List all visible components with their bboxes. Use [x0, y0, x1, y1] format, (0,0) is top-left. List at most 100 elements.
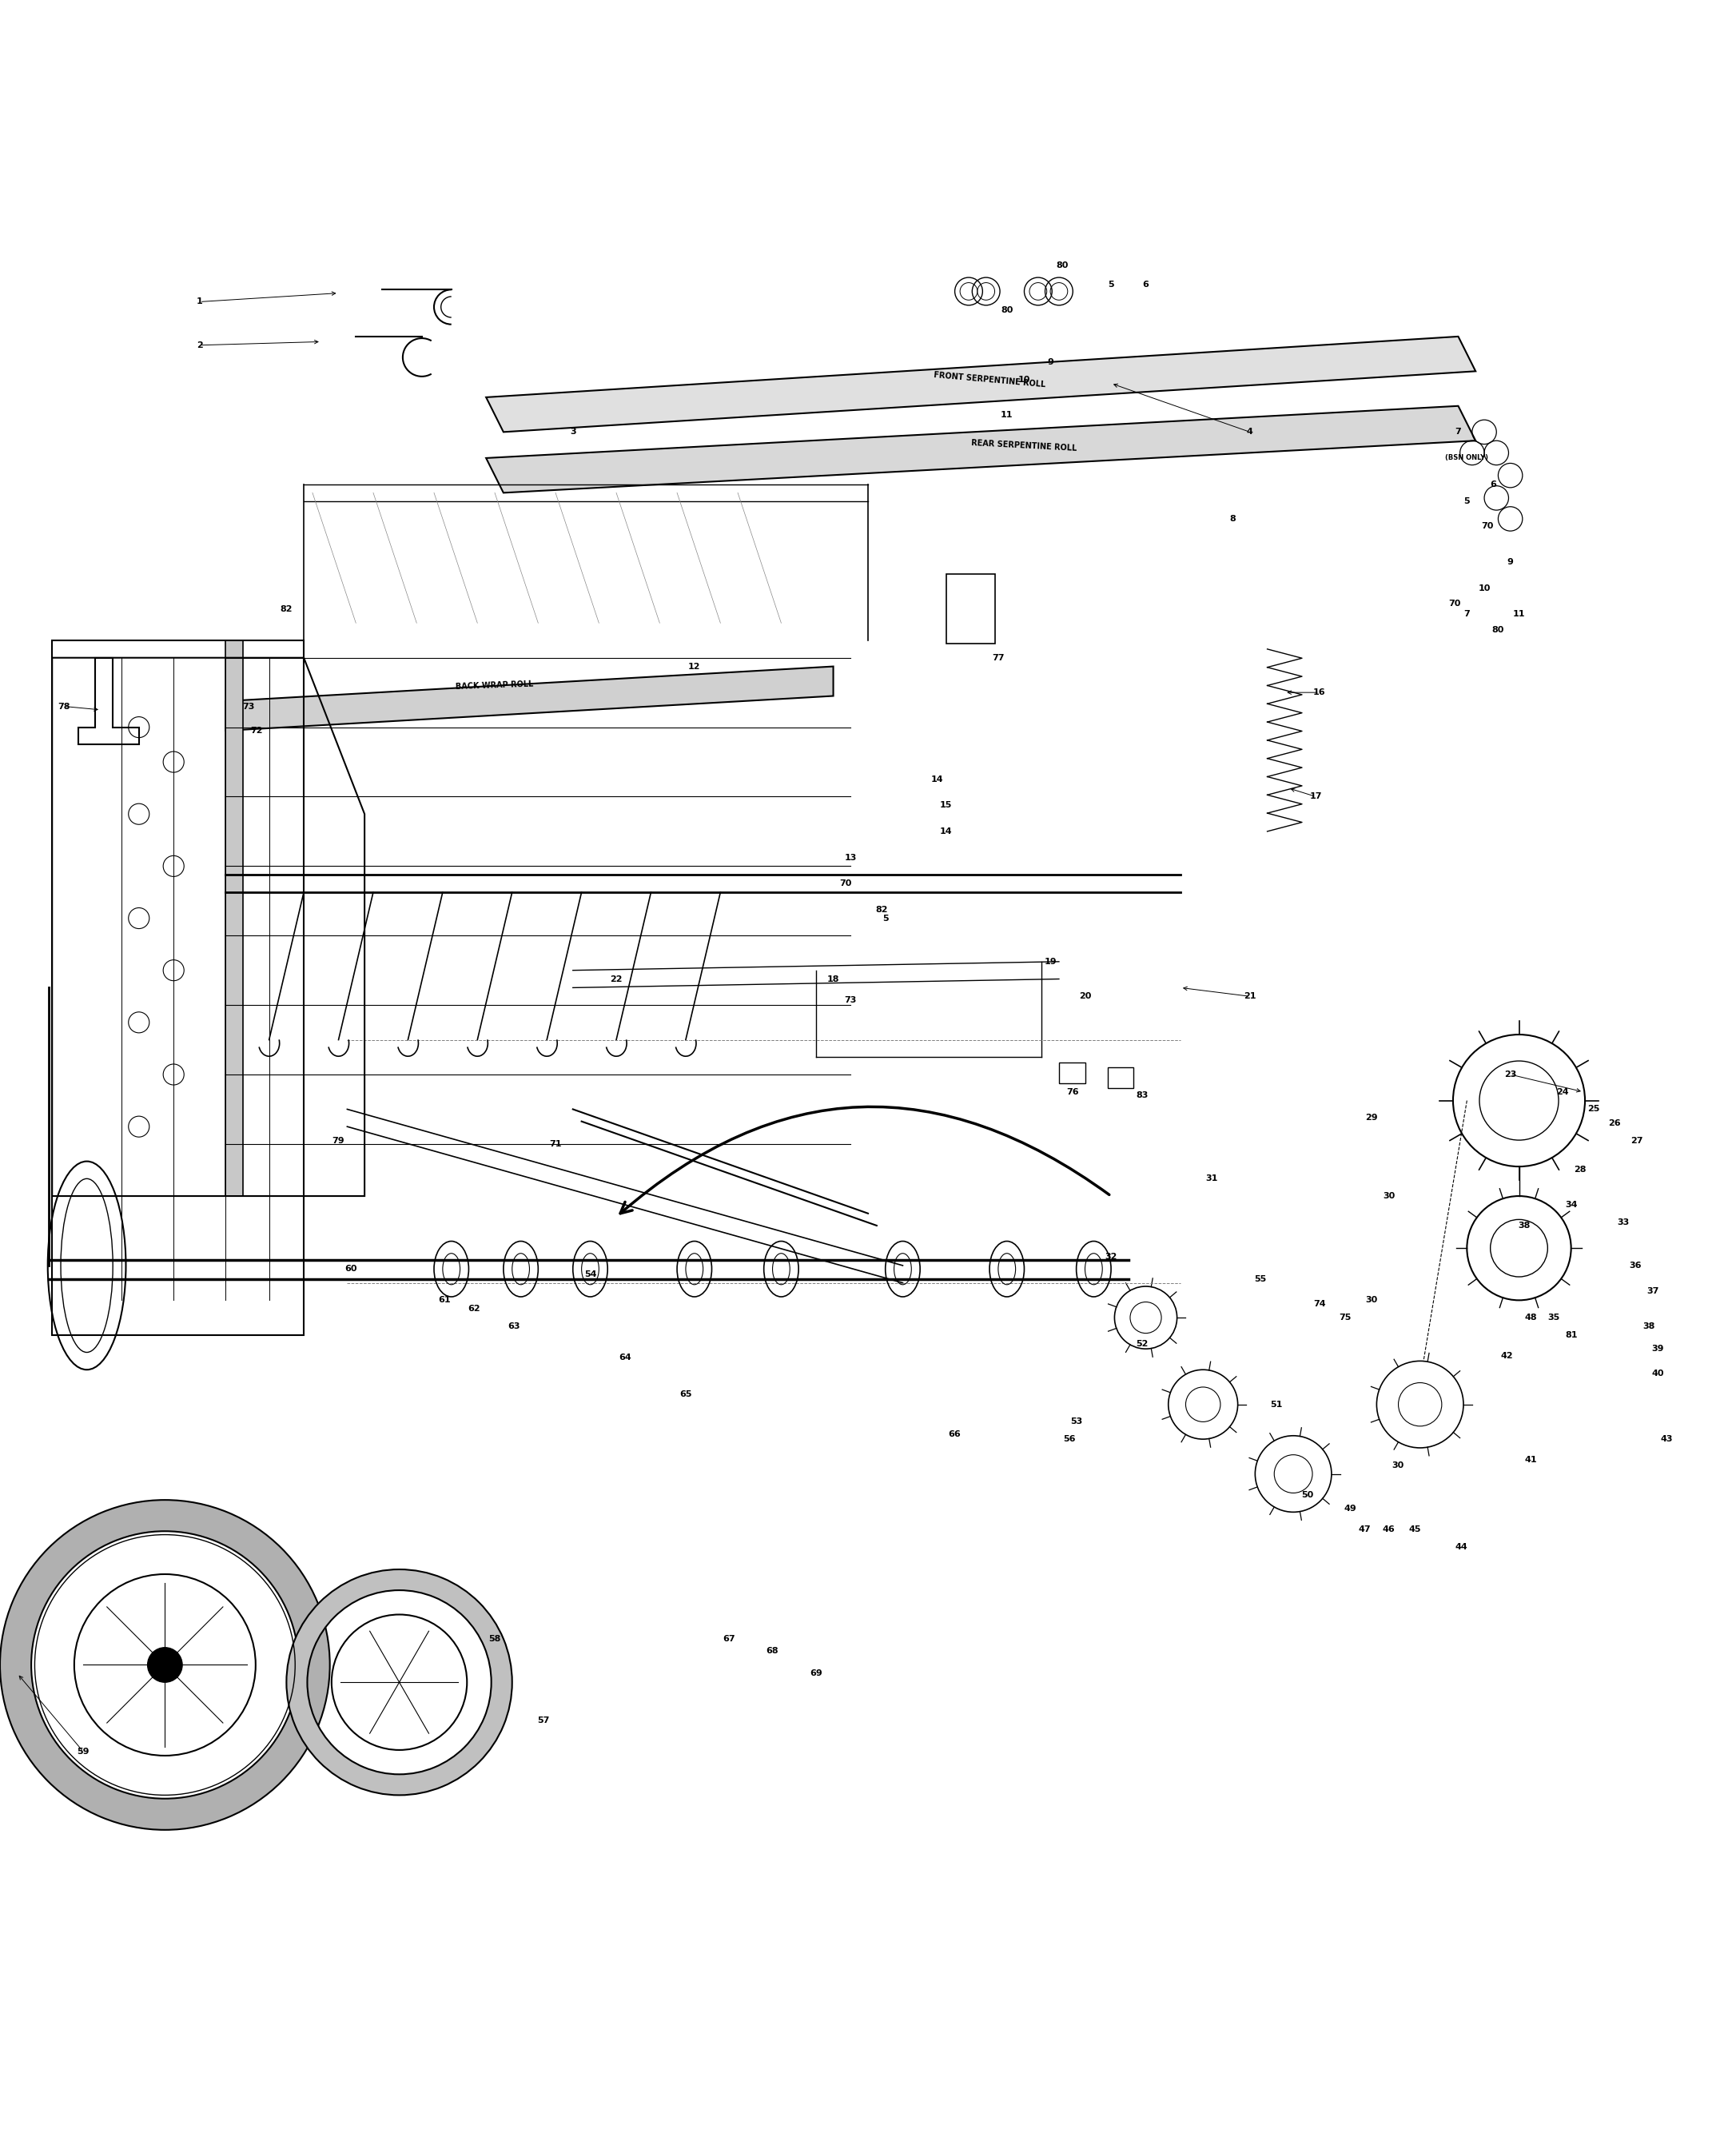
Circle shape: [148, 1648, 182, 1683]
Text: 38: 38: [1517, 1221, 1531, 1229]
Text: 54: 54: [583, 1270, 597, 1279]
Text: 42: 42: [1500, 1352, 1514, 1360]
Text: 30: 30: [1364, 1296, 1378, 1304]
Text: 76: 76: [1066, 1087, 1080, 1096]
Text: 62: 62: [467, 1304, 481, 1313]
Text: 23: 23: [1503, 1070, 1517, 1079]
Text: 57: 57: [536, 1717, 550, 1723]
Text: 79: 79: [332, 1137, 345, 1145]
Text: 29: 29: [1364, 1113, 1378, 1122]
Text: 9: 9: [1047, 359, 1054, 367]
Text: 14: 14: [930, 776, 944, 782]
Text: 28: 28: [1573, 1167, 1587, 1173]
Text: 8: 8: [1229, 516, 1236, 522]
Text: 65: 65: [679, 1390, 693, 1399]
Text: 7: 7: [1455, 428, 1462, 436]
Text: 22: 22: [609, 976, 623, 982]
Text: 3: 3: [569, 428, 576, 436]
Text: 70: 70: [1481, 522, 1495, 531]
Text: 78: 78: [57, 703, 71, 711]
Text: 47: 47: [1358, 1526, 1371, 1534]
Text: 73: 73: [844, 995, 858, 1004]
Text: 63: 63: [507, 1322, 521, 1330]
Text: 49: 49: [1344, 1504, 1358, 1513]
Text: 67: 67: [722, 1635, 736, 1642]
Text: BACK WRAP ROLL: BACK WRAP ROLL: [455, 681, 535, 690]
Text: 10: 10: [1017, 376, 1031, 385]
Text: 83: 83: [1135, 1092, 1149, 1100]
Polygon shape: [486, 337, 1476, 432]
Text: 39: 39: [1651, 1345, 1665, 1354]
Text: 73: 73: [241, 703, 255, 711]
Text: 56: 56: [1062, 1436, 1076, 1444]
Text: 80: 80: [1055, 262, 1069, 269]
Text: 16: 16: [1312, 688, 1326, 696]
Text: 64: 64: [618, 1354, 632, 1362]
Text: 30: 30: [1382, 1193, 1396, 1199]
Text: 61: 61: [437, 1296, 451, 1304]
Text: 2: 2: [196, 342, 203, 348]
Text: 36: 36: [1628, 1261, 1642, 1270]
Text: 82: 82: [279, 606, 293, 612]
Text: 18: 18: [826, 976, 840, 982]
Text: 46: 46: [1382, 1526, 1396, 1534]
Text: 11: 11: [1000, 410, 1014, 419]
Text: 69: 69: [809, 1670, 823, 1678]
Text: 7: 7: [1463, 610, 1470, 619]
Text: 43: 43: [1660, 1436, 1674, 1444]
Text: 14: 14: [939, 827, 953, 836]
Text: 32: 32: [1104, 1253, 1118, 1261]
Text: 58: 58: [488, 1635, 502, 1642]
Text: 26: 26: [1608, 1120, 1621, 1126]
Text: 33: 33: [1616, 1218, 1630, 1227]
Text: 38: 38: [1642, 1322, 1656, 1330]
Text: 53: 53: [1069, 1418, 1083, 1425]
Text: 81: 81: [1564, 1330, 1578, 1339]
Text: 13: 13: [844, 853, 858, 862]
Text: 27: 27: [1630, 1137, 1644, 1145]
Text: 40: 40: [1651, 1369, 1665, 1378]
Text: 80: 80: [1000, 307, 1014, 314]
Text: 70: 70: [838, 879, 852, 888]
Text: 41: 41: [1524, 1457, 1538, 1463]
Text: 59: 59: [76, 1747, 90, 1756]
Text: 74: 74: [1312, 1300, 1326, 1309]
Polygon shape: [226, 666, 833, 731]
Text: 34: 34: [1564, 1201, 1578, 1208]
Text: 80: 80: [1491, 625, 1505, 634]
Polygon shape: [226, 640, 243, 1197]
Text: 48: 48: [1524, 1313, 1538, 1322]
Text: 6: 6: [1142, 279, 1149, 288]
Text: 17: 17: [1309, 793, 1323, 802]
Text: 9: 9: [1507, 559, 1514, 565]
Text: 11: 11: [1512, 610, 1526, 619]
Text: 44: 44: [1455, 1543, 1469, 1552]
Text: 66: 66: [948, 1429, 962, 1438]
Polygon shape: [486, 406, 1476, 492]
Text: 50: 50: [1300, 1491, 1314, 1498]
Text: 72: 72: [250, 726, 264, 735]
Text: 19: 19: [1043, 958, 1057, 965]
Text: 35: 35: [1547, 1313, 1561, 1322]
Text: 82: 82: [875, 905, 889, 913]
Text: 55: 55: [1253, 1274, 1267, 1283]
Text: 5: 5: [1463, 496, 1470, 505]
Text: 31: 31: [1205, 1176, 1219, 1182]
Text: 4: 4: [1246, 428, 1253, 436]
Text: 71: 71: [549, 1139, 562, 1148]
Text: 6: 6: [1489, 479, 1496, 488]
Text: 51: 51: [1269, 1401, 1283, 1408]
Text: 70: 70: [1448, 600, 1462, 608]
Text: FRONT SERPENTINE ROLL: FRONT SERPENTINE ROLL: [934, 372, 1045, 389]
Text: (BSN ONLY): (BSN ONLY): [1446, 453, 1488, 462]
Text: 1: 1: [196, 299, 203, 305]
Text: 37: 37: [1646, 1287, 1660, 1296]
Text: 30: 30: [1391, 1461, 1404, 1470]
Text: 24: 24: [1555, 1087, 1569, 1096]
Text: 75: 75: [1338, 1313, 1352, 1322]
Text: 45: 45: [1408, 1526, 1422, 1534]
Text: 52: 52: [1135, 1339, 1149, 1347]
Text: REAR SERPENTINE ROLL: REAR SERPENTINE ROLL: [970, 438, 1078, 453]
Text: 5: 5: [1108, 279, 1115, 288]
Text: 68: 68: [766, 1646, 779, 1655]
